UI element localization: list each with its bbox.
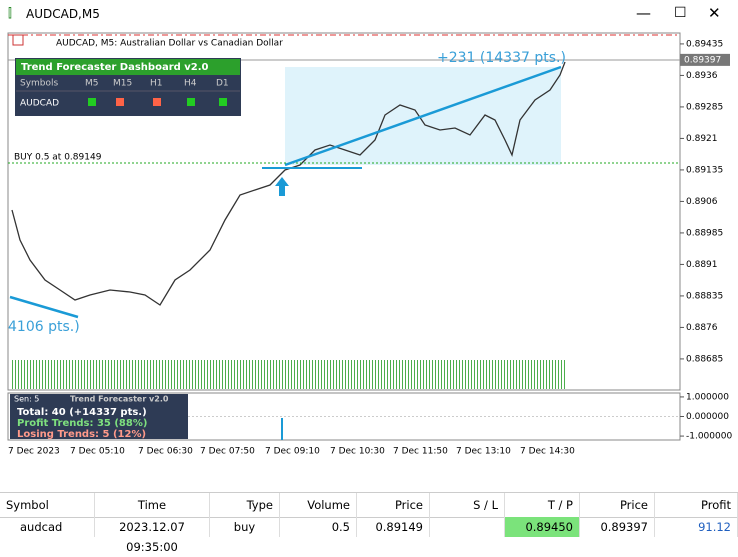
column-header: Symbol <box>0 493 95 517</box>
column-header: Time <box>95 493 210 517</box>
column-header: T / P <box>505 493 580 517</box>
x-tick-label: 7 Dec 09:10 <box>265 447 320 457</box>
close[interactable]: ✕ <box>708 4 721 22</box>
profit-label: +231 (14337 pts.) <box>437 50 566 66</box>
y-tick-label: 0.8876 <box>686 323 718 333</box>
dashboard-header-cell: H1 <box>150 79 163 89</box>
x-tick-label: 7 Dec 2023 <box>8 447 60 457</box>
x-tick-label: 7 Dec 14:30 <box>520 447 575 457</box>
dashboard-header <box>16 59 240 75</box>
x-tick-label: 7 Dec 13:10 <box>456 447 511 457</box>
chart-header: AUDCAD, M5: Australian Dollar vs Canadia… <box>56 39 283 49</box>
chart-window: AUDCAD, M5: Australian Dollar vs Canadia… <box>7 32 732 457</box>
maximize[interactable]: ☐ <box>674 5 687 21</box>
cell-symbol: audcad <box>0 517 95 537</box>
sens: Sen: 5 <box>14 395 39 404</box>
indicator-bg <box>10 394 188 439</box>
trend-line-prev <box>9 295 79 319</box>
signal <box>187 98 195 106</box>
cell-time: 2023.12.07 09:35:00 <box>95 517 210 554</box>
column-header: Profit <box>655 493 738 517</box>
y-tick-label: -1.000000 <box>686 432 732 442</box>
losing-trends: Losing Trends: 5 (12%) <box>17 429 146 440</box>
indicator-name: Trend Forecaster v2.0 <box>70 395 169 404</box>
buy-arrow <box>275 177 289 196</box>
trend-line <box>284 65 562 167</box>
cell-tp: 0.89450 <box>505 517 580 537</box>
y-tick-label: 1.000000 <box>686 392 729 402</box>
y-tick-label: 0.000000 <box>686 412 729 422</box>
total: Total: 40 (+14337 pts.) <box>17 407 147 418</box>
y-tick-label: 0.89135 <box>686 165 723 175</box>
y-tick-label: 0.8936 <box>686 71 718 81</box>
price-series <box>11 61 566 306</box>
column-header: Type <box>210 493 280 517</box>
dashboard-header-cell: H4 <box>184 79 197 89</box>
minimize[interactable]: — <box>636 4 651 22</box>
y-tick-label: 0.8891 <box>686 260 718 270</box>
cell-type: buy <box>210 517 280 537</box>
prev-label: 4106 pts.) <box>8 319 80 335</box>
dashboard-header-cell: Symbols <box>20 79 59 89</box>
indicator-panel: Sen: 5 Trend Forecaster v2.0 Total: 40 (… <box>10 394 188 440</box>
x-tick-label: 7 Dec 06:30 <box>138 447 193 457</box>
dashboard-title: Trend Forecaster Dashboard v2.0 <box>21 62 209 73</box>
profit-trends: Profit Trends: 35 (88%) <box>17 418 147 429</box>
dashboard-symbol: AUDCAD <box>20 99 59 109</box>
window-title: AUDCAD,M5 <box>26 7 100 21</box>
x-tick-label: 7 Dec 07:50 <box>200 447 255 457</box>
volumes <box>12 360 567 389</box>
cell-price2: 0.89397 <box>580 517 655 537</box>
cell-price: 0.89149 <box>357 517 430 537</box>
x-tick-label: 7 Dec 10:30 <box>330 447 385 457</box>
cell-sl <box>430 517 505 537</box>
dashboard-header-cell: M5 <box>85 79 99 89</box>
signal <box>116 98 124 106</box>
title-bar: ⫿ AUDCAD,M5 — ☐ ✕ <box>0 0 738 30</box>
y-tick-label: 0.8921 <box>686 134 718 144</box>
bid-label: 0.89397 <box>684 55 721 65</box>
signal <box>219 98 227 106</box>
order-label: BUY 0.5 at 0.89149 <box>14 153 102 163</box>
y-tick-label: 0.89435 <box>686 39 723 49</box>
y-tick-label: 0.88835 <box>686 291 723 301</box>
column-header: S / L <box>430 493 505 517</box>
x-tick-label: 7 Dec 11:50 <box>393 447 448 457</box>
x-tick-label: 7 Dec 05:10 <box>70 447 125 457</box>
column-header: Price <box>357 493 430 517</box>
column-header: Price <box>580 493 655 517</box>
y-tick-label: 0.8906 <box>686 197 718 207</box>
y-tick-label: 0.88985 <box>686 228 723 238</box>
dashboard: Trend Forecaster Dashboard v2.0 AUDCAD <box>15 58 241 116</box>
cell-profit: 91.12 <box>655 517 738 537</box>
bid-box <box>680 53 730 66</box>
signal <box>88 98 96 106</box>
column-header: Volume <box>280 493 357 517</box>
app-icon: ⫿ <box>8 6 12 20</box>
signal <box>153 98 161 106</box>
dashboard-header-cell: D1 <box>216 79 229 89</box>
dashboard-header-cell: M15 <box>113 79 132 89</box>
chart-icon <box>12 34 24 46</box>
y-tick-label: 0.88685 <box>686 354 723 364</box>
y-tick-label: 0.89285 <box>686 102 723 112</box>
table-row[interactable]: audcad 2023.12.07 09:35:00 buy 0.5 0.89149 0.… <box>0 517 738 554</box>
cell-volume: 0.5 <box>280 517 357 537</box>
